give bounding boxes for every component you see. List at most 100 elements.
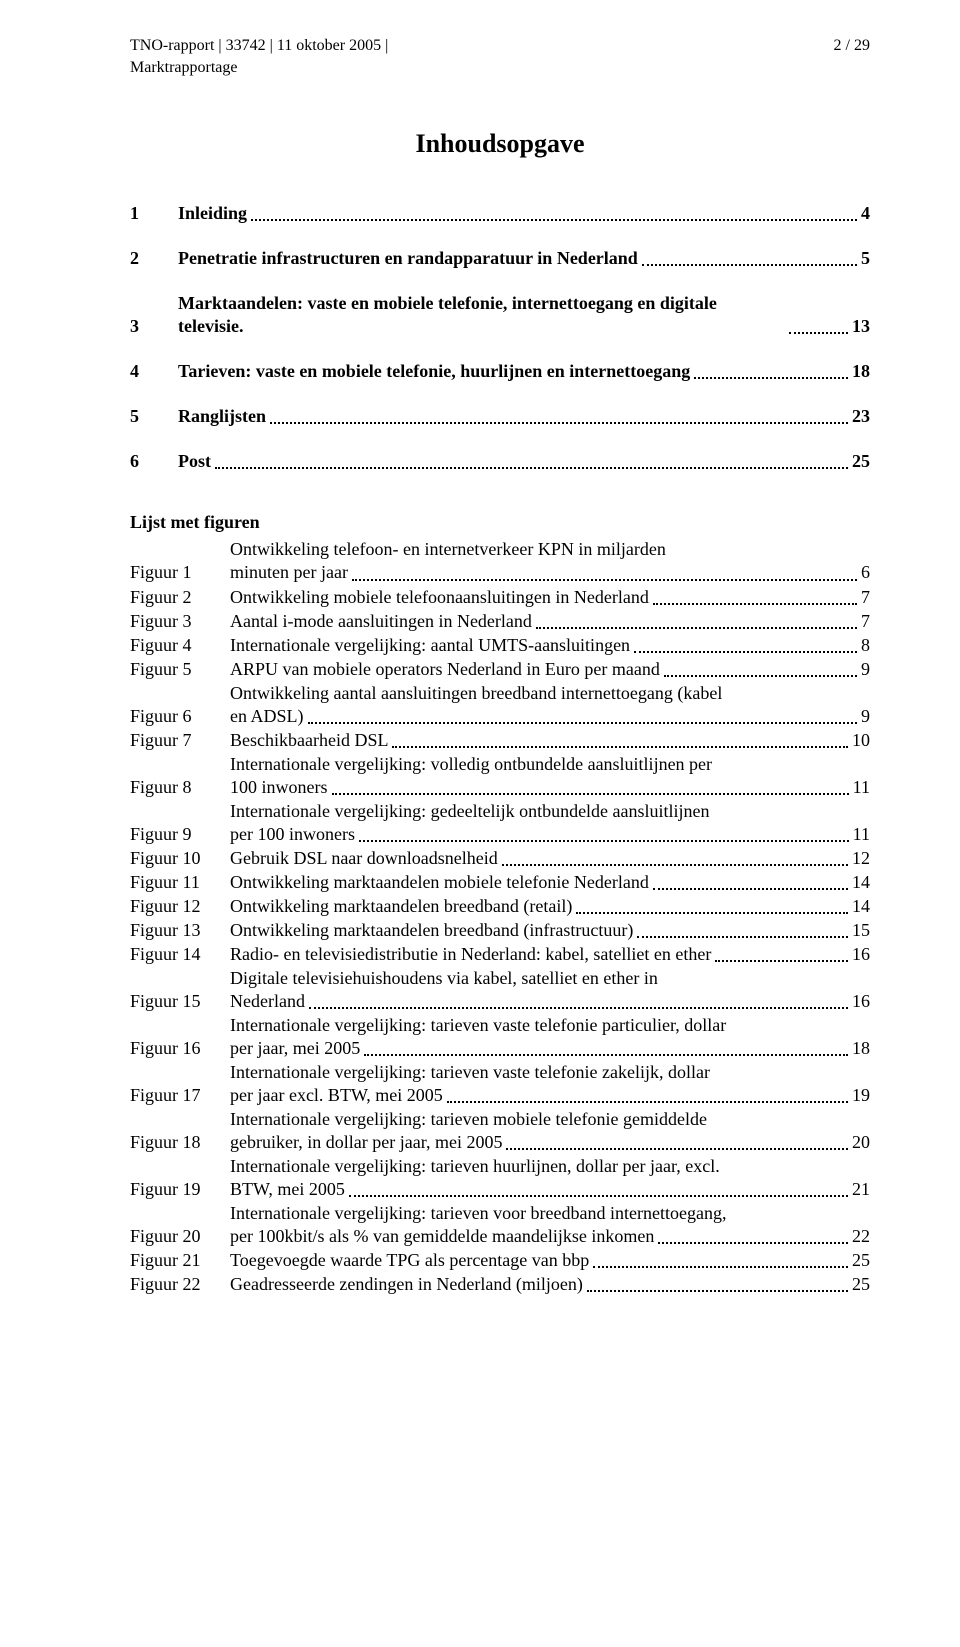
toc-page: 18 [852,360,870,383]
lof-entry: Figuur 13Ontwikkeling marktaandelen bree… [130,919,870,942]
lof-entry: Figuur 4Internationale vergelijking: aan… [130,634,870,657]
lof-label: Figuur 14 [130,943,230,966]
lof-text: BTW, mei 2005 [230,1178,345,1201]
lof-dots [352,579,857,581]
lof-dots [576,912,848,914]
lof-label: Figuur 19 [130,1178,230,1201]
lof-line: Ontwikkeling marktaandelen breedband (in… [230,919,870,942]
lof-line: Internationale vergelijking: tarieven va… [230,1061,870,1084]
lof-line: en ADSL)9 [230,705,870,728]
lof-label: Figuur 20 [130,1225,230,1248]
lof-text-wrap: Internationale vergelijking: tarieven hu… [230,1155,870,1201]
lof-entry: Figuur 21Toegevoegde waarde TPG als perc… [130,1249,870,1272]
lof-entry: Figuur 10Gebruik DSL naar downloadsnelhe… [130,847,870,870]
lof-label: Figuur 17 [130,1084,230,1107]
lof-line: per 100 inwoners11 [230,823,870,846]
lof-line: Ontwikkeling aantal aansluitingen breedb… [230,682,870,705]
lof-dots [364,1054,848,1056]
toc-number: 3 [130,315,178,338]
lof-text: Ontwikkeling marktaandelen breedband (re… [230,895,572,918]
lof-entry: Figuur 1Ontwikkeling telefoon- en intern… [130,538,870,584]
lof-page: 25 [852,1273,870,1296]
lof-page: 21 [852,1178,870,1201]
lof-page: 18 [852,1037,870,1060]
lof-entry: Figuur 20Internationale vergelijking: ta… [130,1202,870,1248]
lof-entry: Figuur 7Beschikbaarheid DSL10 [130,729,870,752]
lof-text-wrap: Geadresseerde zendingen in Nederland (mi… [230,1273,870,1296]
lof-entry: Figuur 5ARPU van mobiele operators Neder… [130,658,870,681]
lof-text-wrap: Toegevoegde waarde TPG als percentage va… [230,1249,870,1272]
lof-entry: Figuur 8Internationale vergelijking: vol… [130,753,870,799]
toc-entry: 4Tarieven: vaste en mobiele telefonie, h… [130,360,870,383]
toc-entry: 6Post25 [130,450,870,473]
lof-line: Nederland16 [230,990,870,1013]
lof-entry: Figuur 22Geadresseerde zendingen in Nede… [130,1273,870,1296]
lof-line: BTW, mei 2005 21 [230,1178,870,1201]
toc-number: 5 [130,405,178,428]
lof-text-wrap: Internationale vergelijking: tarieven mo… [230,1108,870,1154]
lof-text: 100 inwoners [230,776,328,799]
lof-label: Figuur 10 [130,847,230,870]
document-page: TNO-rapport | 33742 | 11 oktober 2005 | … [0,0,960,1647]
toc-label: Penetratie infrastructuren en randappara… [178,247,638,270]
lof-label: Figuur 1 [130,561,230,584]
lof-text-wrap: Aantal i-mode aansluitingen in Nederland… [230,610,870,633]
lof-entry: Figuur 15Digitale televisiehuishoudens v… [130,967,870,1013]
lof-text: Internationale vergelijking: tarieven hu… [230,1155,720,1178]
lof-text: Geadresseerde zendingen in Nederland (mi… [230,1273,583,1296]
lof-text-wrap: Ontwikkeling marktaandelen breedband (re… [230,895,870,918]
lof-text: Toegevoegde waarde TPG als percentage va… [230,1249,589,1272]
lof-page: 12 [852,847,870,870]
lof-text: per jaar excl. BTW, mei 2005 [230,1084,443,1107]
lof-text: Ontwikkeling telefoon- en internetverkee… [230,538,666,561]
lof-text-wrap: Internationale vergelijking: volledig on… [230,753,870,799]
lof-page: 11 [853,823,870,846]
lof-line: Internationale vergelijking: tarieven va… [230,1014,870,1037]
lof-text: Gebruik DSL naar downloadsnelheid [230,847,498,870]
lof-text: ARPU van mobiele operators Nederland in … [230,658,660,681]
header-left: TNO-rapport | 33742 | 11 oktober 2005 | [130,36,388,56]
lof-text: per 100kbit/s als % van gemiddelde maand… [230,1225,654,1248]
lof-page: 20 [852,1131,870,1154]
lof-text-wrap: Internationale vergelijking: tarieven va… [230,1014,870,1060]
lof-page: 22 [852,1225,870,1248]
lof-text: Digitale televisiehuishoudens via kabel,… [230,967,658,990]
lof-entry: Figuur 2Ontwikkeling mobiele telefoonaan… [130,586,870,609]
lof-dots [332,793,849,795]
lof-label: Figuur 11 [130,871,230,894]
lof-text: Internationale vergelijking: tarieven va… [230,1061,710,1084]
lof-text: Nederland [230,990,305,1013]
lof-label: Figuur 13 [130,919,230,942]
toc-entry: 3Marktaandelen: vaste en mobiele telefon… [130,292,870,338]
list-of-figures: Figuur 1Ontwikkeling telefoon- en intern… [130,538,870,1296]
lof-page: 14 [852,871,870,894]
lof-text-wrap: Internationale vergelijking: tarieven va… [230,1061,870,1107]
lof-line: Radio- en televisiedistributie in Nederl… [230,943,870,966]
lof-text: Ontwikkeling marktaandelen mobiele telef… [230,871,649,894]
lof-line: Internationale vergelijking: tarieven vo… [230,1202,870,1225]
lof-label: Figuur 2 [130,586,230,609]
toc-dots [642,264,857,266]
toc-dots [789,332,848,334]
lof-line: Internationale vergelijking: volledig on… [230,753,870,776]
lof-line: Gebruik DSL naar downloadsnelheid 12 [230,847,870,870]
lof-dots [715,960,848,962]
lof-line: gebruiker, in dollar per jaar, mei 20052… [230,1131,870,1154]
lof-text: Internationale vergelijking: aantal UMTS… [230,634,630,657]
lof-text: minuten per jaar [230,561,348,584]
lof-page: 6 [861,561,870,584]
toc-label: Marktaandelen: vaste en mobiele telefoni… [178,292,785,338]
lof-entry: Figuur 9Internationale vergelijking: ged… [130,800,870,846]
lof-line: Internationale vergelijking: aantal UMTS… [230,634,870,657]
lof-page: 14 [852,895,870,918]
lof-line: Toegevoegde waarde TPG als percentage va… [230,1249,870,1272]
toc-entry: 5Ranglijsten23 [130,405,870,428]
lof-line: per jaar, mei 200518 [230,1037,870,1060]
lof-text-wrap: Ontwikkeling telefoon- en internetverkee… [230,538,870,584]
lof-label: Figuur 15 [130,990,230,1013]
toc-label: Post [178,450,211,473]
lof-text-wrap: Internationale vergelijking: gedeeltelij… [230,800,870,846]
lof-line: Geadresseerde zendingen in Nederland (mi… [230,1273,870,1296]
lof-dots [653,888,848,890]
toc-entry: 2Penetratie infrastructuren en randappar… [130,247,870,270]
